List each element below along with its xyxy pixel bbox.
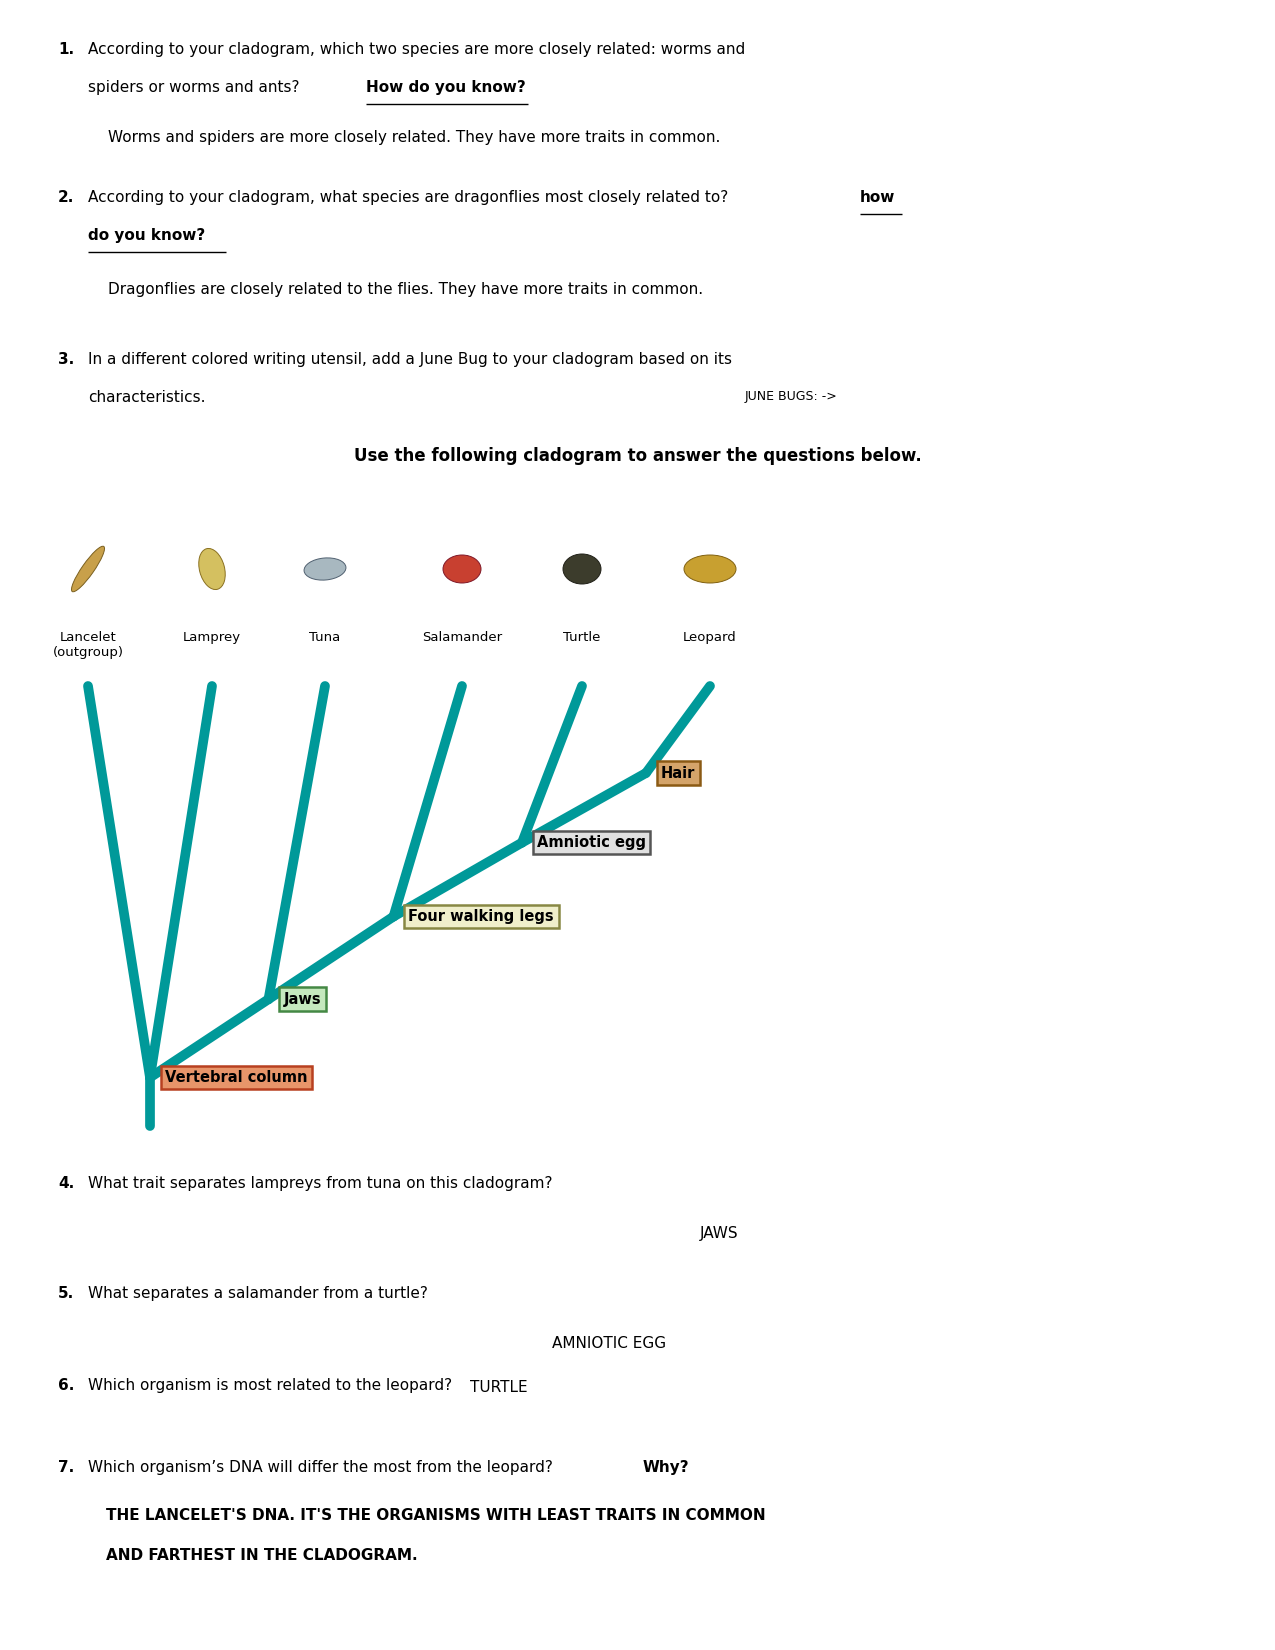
Text: Jaws: Jaws [283, 992, 321, 1006]
Ellipse shape [442, 554, 481, 582]
Text: JUNE BUGS: ->: JUNE BUGS: -> [745, 389, 838, 403]
Text: According to your cladogram, what species are dragonflies most closely related t: According to your cladogram, what specie… [88, 190, 733, 205]
Text: Leopard: Leopard [683, 630, 737, 644]
Text: How do you know?: How do you know? [366, 79, 525, 96]
Text: Use the following cladogram to answer the questions below.: Use the following cladogram to answer th… [353, 447, 922, 465]
Text: What separates a salamander from a turtle?: What separates a salamander from a turtl… [88, 1285, 428, 1300]
Text: 4.: 4. [57, 1176, 74, 1191]
Text: AND FARTHEST IN THE CLADOGRAM.: AND FARTHEST IN THE CLADOGRAM. [106, 1548, 418, 1563]
Ellipse shape [71, 546, 105, 592]
Text: spiders or worms and ants?: spiders or worms and ants? [88, 79, 305, 96]
Text: According to your cladogram, which two species are more closely related: worms a: According to your cladogram, which two s… [88, 41, 746, 58]
Text: 7.: 7. [57, 1460, 74, 1475]
Text: 6.: 6. [57, 1378, 74, 1393]
Text: Dragonflies are closely related to the flies. They have more traits in common.: Dragonflies are closely related to the f… [108, 282, 703, 297]
Text: how: how [861, 190, 895, 205]
Text: Amniotic egg: Amniotic egg [537, 835, 646, 850]
Ellipse shape [303, 558, 346, 581]
Text: Which organism’s DNA will differ the most from the leopard?: Which organism’s DNA will differ the mos… [88, 1460, 562, 1475]
Text: 3.: 3. [57, 351, 74, 366]
Text: JAWS: JAWS [700, 1226, 738, 1241]
Text: Hair: Hair [660, 766, 695, 780]
Text: TURTLE: TURTLE [470, 1379, 528, 1394]
Text: Tuna: Tuna [310, 630, 340, 644]
Text: What trait separates lampreys from tuna on this cladogram?: What trait separates lampreys from tuna … [88, 1176, 552, 1191]
Ellipse shape [564, 554, 601, 584]
Text: Lancelet
(outgroup): Lancelet (outgroup) [52, 630, 124, 658]
Text: In a different colored writing utensil, add a June Bug to your cladogram based o: In a different colored writing utensil, … [88, 351, 732, 366]
Text: Lamprey: Lamprey [182, 630, 241, 644]
Text: Salamander: Salamander [422, 630, 502, 644]
Text: Turtle: Turtle [564, 630, 601, 644]
Text: 5.: 5. [57, 1285, 74, 1300]
Text: THE LANCELET'S DNA. IT'S THE ORGANISMS WITH LEAST TRAITS IN COMMON: THE LANCELET'S DNA. IT'S THE ORGANISMS W… [106, 1508, 765, 1523]
Text: do you know?: do you know? [88, 228, 205, 243]
Ellipse shape [199, 548, 226, 589]
Text: Why?: Why? [643, 1460, 690, 1475]
Ellipse shape [683, 554, 736, 582]
Text: Four walking legs: Four walking legs [408, 909, 555, 924]
Text: characteristics.: characteristics. [88, 389, 205, 404]
Text: AMNIOTIC EGG: AMNIOTIC EGG [552, 1336, 666, 1351]
Text: 2.: 2. [57, 190, 74, 205]
Text: Worms and spiders are more closely related. They have more traits in common.: Worms and spiders are more closely relat… [108, 130, 720, 145]
Text: Which organism is most related to the leopard?: Which organism is most related to the le… [88, 1378, 453, 1393]
Text: 1.: 1. [57, 41, 74, 58]
Text: Vertebral column: Vertebral column [164, 1069, 307, 1086]
